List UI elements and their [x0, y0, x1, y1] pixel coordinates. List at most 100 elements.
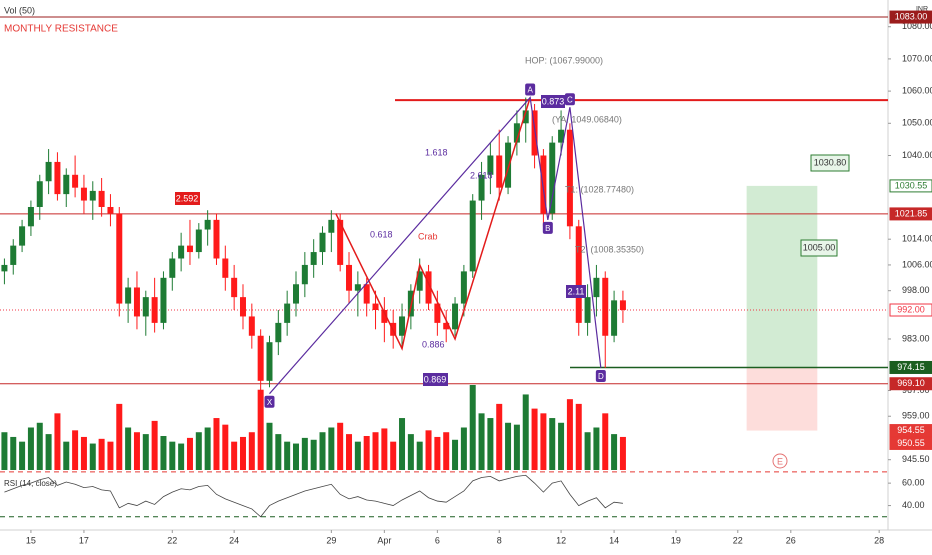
volume-bar: [10, 436, 17, 470]
pattern-point: [595, 369, 606, 382]
volume-bar: [319, 432, 326, 470]
candle-body: [549, 142, 556, 214]
volume-bar: [213, 418, 220, 470]
pattern-label: B: [545, 224, 550, 233]
x-tick-label: 28: [874, 535, 884, 545]
candle-body: [133, 287, 140, 317]
volume-bar: [416, 441, 423, 470]
candle-body: [469, 200, 476, 272]
pattern-label: X: [267, 398, 273, 407]
candle-body: [434, 303, 441, 323]
volume-bar: [310, 439, 317, 470]
candle-body: [310, 252, 317, 265]
volume-bar: [575, 403, 582, 470]
candle-body: [72, 174, 79, 188]
volume-bar: [54, 413, 61, 470]
currency: INR: [916, 6, 928, 13]
volume-bar: [204, 427, 211, 470]
plot: X A B C D: [0, 16, 888, 518]
candle-body: [195, 229, 202, 253]
chart-title: MONTHLY RESISTANCE: [4, 24, 118, 35]
annotation: 0.618: [370, 229, 393, 239]
annotation: 2.592: [176, 193, 199, 203]
volume-bar: [275, 434, 282, 470]
volume-bar: [72, 430, 79, 470]
volume-bar: [434, 436, 441, 470]
annotation: 2.11: [568, 286, 585, 296]
volume-bar: [346, 434, 353, 470]
x-tick-label: 29: [326, 535, 336, 545]
annotation: T2: (1008.35350): [575, 244, 644, 254]
price-label: 1021.85: [895, 208, 928, 218]
volume-bar: [531, 408, 538, 470]
y-tick-label: 1014.00: [902, 234, 932, 244]
annotation-box: [175, 192, 200, 205]
volume-bar: [337, 422, 344, 470]
volume-bar: [611, 434, 618, 470]
annotation-box: [810, 154, 850, 172]
x-tick-label: 8: [497, 535, 502, 545]
volume-bar: [469, 385, 476, 470]
x-tick-label: Apr: [377, 535, 391, 545]
pattern-point: [525, 83, 536, 96]
candle-body: [584, 297, 591, 323]
volume-bar: [116, 403, 123, 470]
candle-body: [19, 226, 26, 246]
pattern-label: C: [567, 95, 573, 104]
volume-bar: [169, 441, 176, 470]
pattern-point: [542, 221, 553, 234]
x-tick-label: 15: [26, 535, 36, 545]
volume-bar: [125, 427, 132, 470]
candle-body: [593, 277, 600, 298]
y-tick-label: 1040.00: [902, 150, 932, 160]
candle-body: [452, 303, 459, 330]
volume-bar: [195, 432, 202, 470]
y-tick-label: 998.00: [902, 285, 930, 295]
pattern-point: [564, 93, 575, 106]
x-tick-label: 14: [609, 535, 619, 545]
annotation: 0.869: [424, 374, 447, 384]
annotation-box: [423, 373, 448, 386]
candle-body: [160, 277, 167, 323]
candle-body: [540, 155, 547, 214]
stop-zone: [746, 367, 818, 431]
volume-bar: [407, 434, 414, 470]
candle-body: [151, 297, 158, 323]
price-label: 954.55: [897, 425, 925, 435]
volume-bar: [248, 432, 255, 470]
candle-body: [337, 219, 344, 265]
volume-bar: [399, 418, 406, 470]
y-tick-label: 1070.00: [902, 53, 932, 63]
candle-body: [443, 322, 450, 330]
annotation: HOP: (1067.99000): [525, 55, 603, 65]
volume-bar: [178, 443, 185, 470]
candle-body: [416, 271, 423, 291]
price-label-box: [889, 179, 932, 193]
volume-label: Vol (50): [4, 5, 35, 15]
price-label-box: [889, 424, 932, 438]
price-label-box: [889, 10, 932, 24]
volume-bar: [452, 439, 459, 470]
candle-body: [27, 206, 34, 227]
candle-body: [363, 284, 370, 304]
candle-body: [531, 110, 538, 156]
candle-body: [178, 245, 185, 259]
candle-body: [257, 335, 264, 381]
volume-bar: [63, 441, 70, 470]
volume-bar: [363, 436, 370, 470]
volume-bar: [390, 441, 397, 470]
volume-bar: [425, 430, 432, 470]
volume-bar: [478, 413, 485, 470]
price-label-box: [889, 436, 932, 450]
annotation: 0.873: [542, 96, 565, 106]
candle-body: [558, 129, 565, 143]
candle-body: [513, 123, 520, 143]
candle-body: [169, 258, 176, 278]
volume-bar: [133, 432, 140, 470]
y-tick-label: 959.00: [902, 411, 930, 421]
volume-bar: [222, 424, 229, 470]
price-label: 950.55: [897, 438, 925, 448]
candle-body: [602, 277, 609, 336]
volume-bar: [619, 436, 626, 470]
x-tick-label: 22: [733, 535, 743, 545]
